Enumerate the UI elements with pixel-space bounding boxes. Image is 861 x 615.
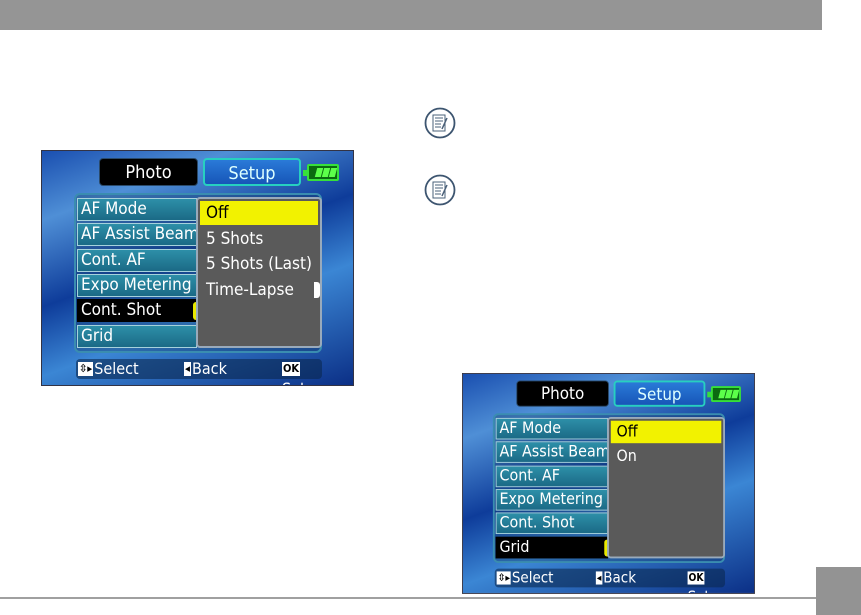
options-panel: Off On bbox=[607, 416, 726, 559]
option-item[interactable]: On bbox=[616, 446, 637, 466]
dpad-icon: ⇳▸ bbox=[78, 362, 94, 376]
battery-icon bbox=[303, 164, 339, 181]
menu-item[interactable]: Cont. Shot bbox=[495, 512, 609, 535]
header-bar bbox=[0, 0, 822, 30]
ok-key-icon: OK bbox=[687, 571, 705, 585]
option-item[interactable]: 5 Shots bbox=[206, 228, 264, 249]
menu-item[interactable]: Cont. AF bbox=[495, 465, 609, 487]
hint-select: ⇳▸ Select bbox=[496, 568, 554, 587]
hint-select: ⇳▸ Select bbox=[78, 359, 139, 378]
option-item[interactable]: Time-Lapse bbox=[206, 279, 294, 300]
menu-item[interactable]: Cont. Shot bbox=[77, 299, 197, 323]
menu-item[interactable]: AF Assist Beam bbox=[77, 223, 197, 247]
hint-set: OKSet bbox=[282, 359, 322, 385]
tab-photo[interactable]: Photo bbox=[99, 158, 198, 186]
menu-item[interactable]: Expo Metering bbox=[495, 488, 609, 511]
back-key-icon: ◂ bbox=[595, 571, 603, 585]
menu-item[interactable]: Cont. AF bbox=[77, 248, 197, 272]
button-hint-bar: ⇳▸Select ◂Back OKSet bbox=[76, 359, 322, 385]
footer-rule bbox=[0, 597, 816, 599]
options-panel: Off 5 Shots 5 Shots (Last) Time-Lapse bbox=[196, 197, 322, 348]
battery-icon bbox=[707, 386, 741, 403]
tab-setup[interactable]: Setup bbox=[613, 380, 706, 407]
dpad-icon: ⇳▸ bbox=[496, 571, 511, 585]
tab-photo[interactable]: Photo bbox=[516, 380, 609, 407]
ok-key-icon: OK bbox=[282, 362, 301, 376]
option-item[interactable]: Off bbox=[610, 420, 722, 444]
arrow-right-icon bbox=[314, 281, 320, 298]
note-icon bbox=[424, 174, 456, 206]
button-hint-bar: ⇳▸Select ◂Back OKSet bbox=[494, 568, 726, 593]
menu-item[interactable]: Grid bbox=[495, 536, 609, 558]
tab-setup[interactable]: Setup bbox=[203, 158, 301, 186]
option-item[interactable]: Off bbox=[200, 201, 318, 225]
menu-item[interactable]: Expo Metering bbox=[77, 273, 197, 297]
back-key-icon: ◂ bbox=[184, 362, 191, 376]
menu-item[interactable]: AF Assist Beam bbox=[495, 441, 609, 464]
option-item[interactable]: 5 Shots (Last) bbox=[206, 254, 312, 274]
camera-screen-grid: Photo Setup AF Mode AF Assist Beam Cont. A… bbox=[462, 373, 755, 594]
note-icon bbox=[424, 107, 456, 139]
camera-screen-cont-shot: Photo Setup AF Mode AF Assist Beam Cont. A… bbox=[41, 150, 354, 386]
menu-item[interactable]: AF Mode bbox=[77, 198, 197, 221]
hint-back: ◂ Back bbox=[595, 568, 637, 587]
menu-item[interactable]: AF Mode bbox=[495, 417, 609, 440]
hint-back: ◂ Back bbox=[184, 359, 227, 378]
menu-item[interactable]: Grid bbox=[77, 324, 197, 348]
hint-set: OKSet bbox=[687, 569, 725, 593]
page-number-box bbox=[816, 567, 861, 615]
